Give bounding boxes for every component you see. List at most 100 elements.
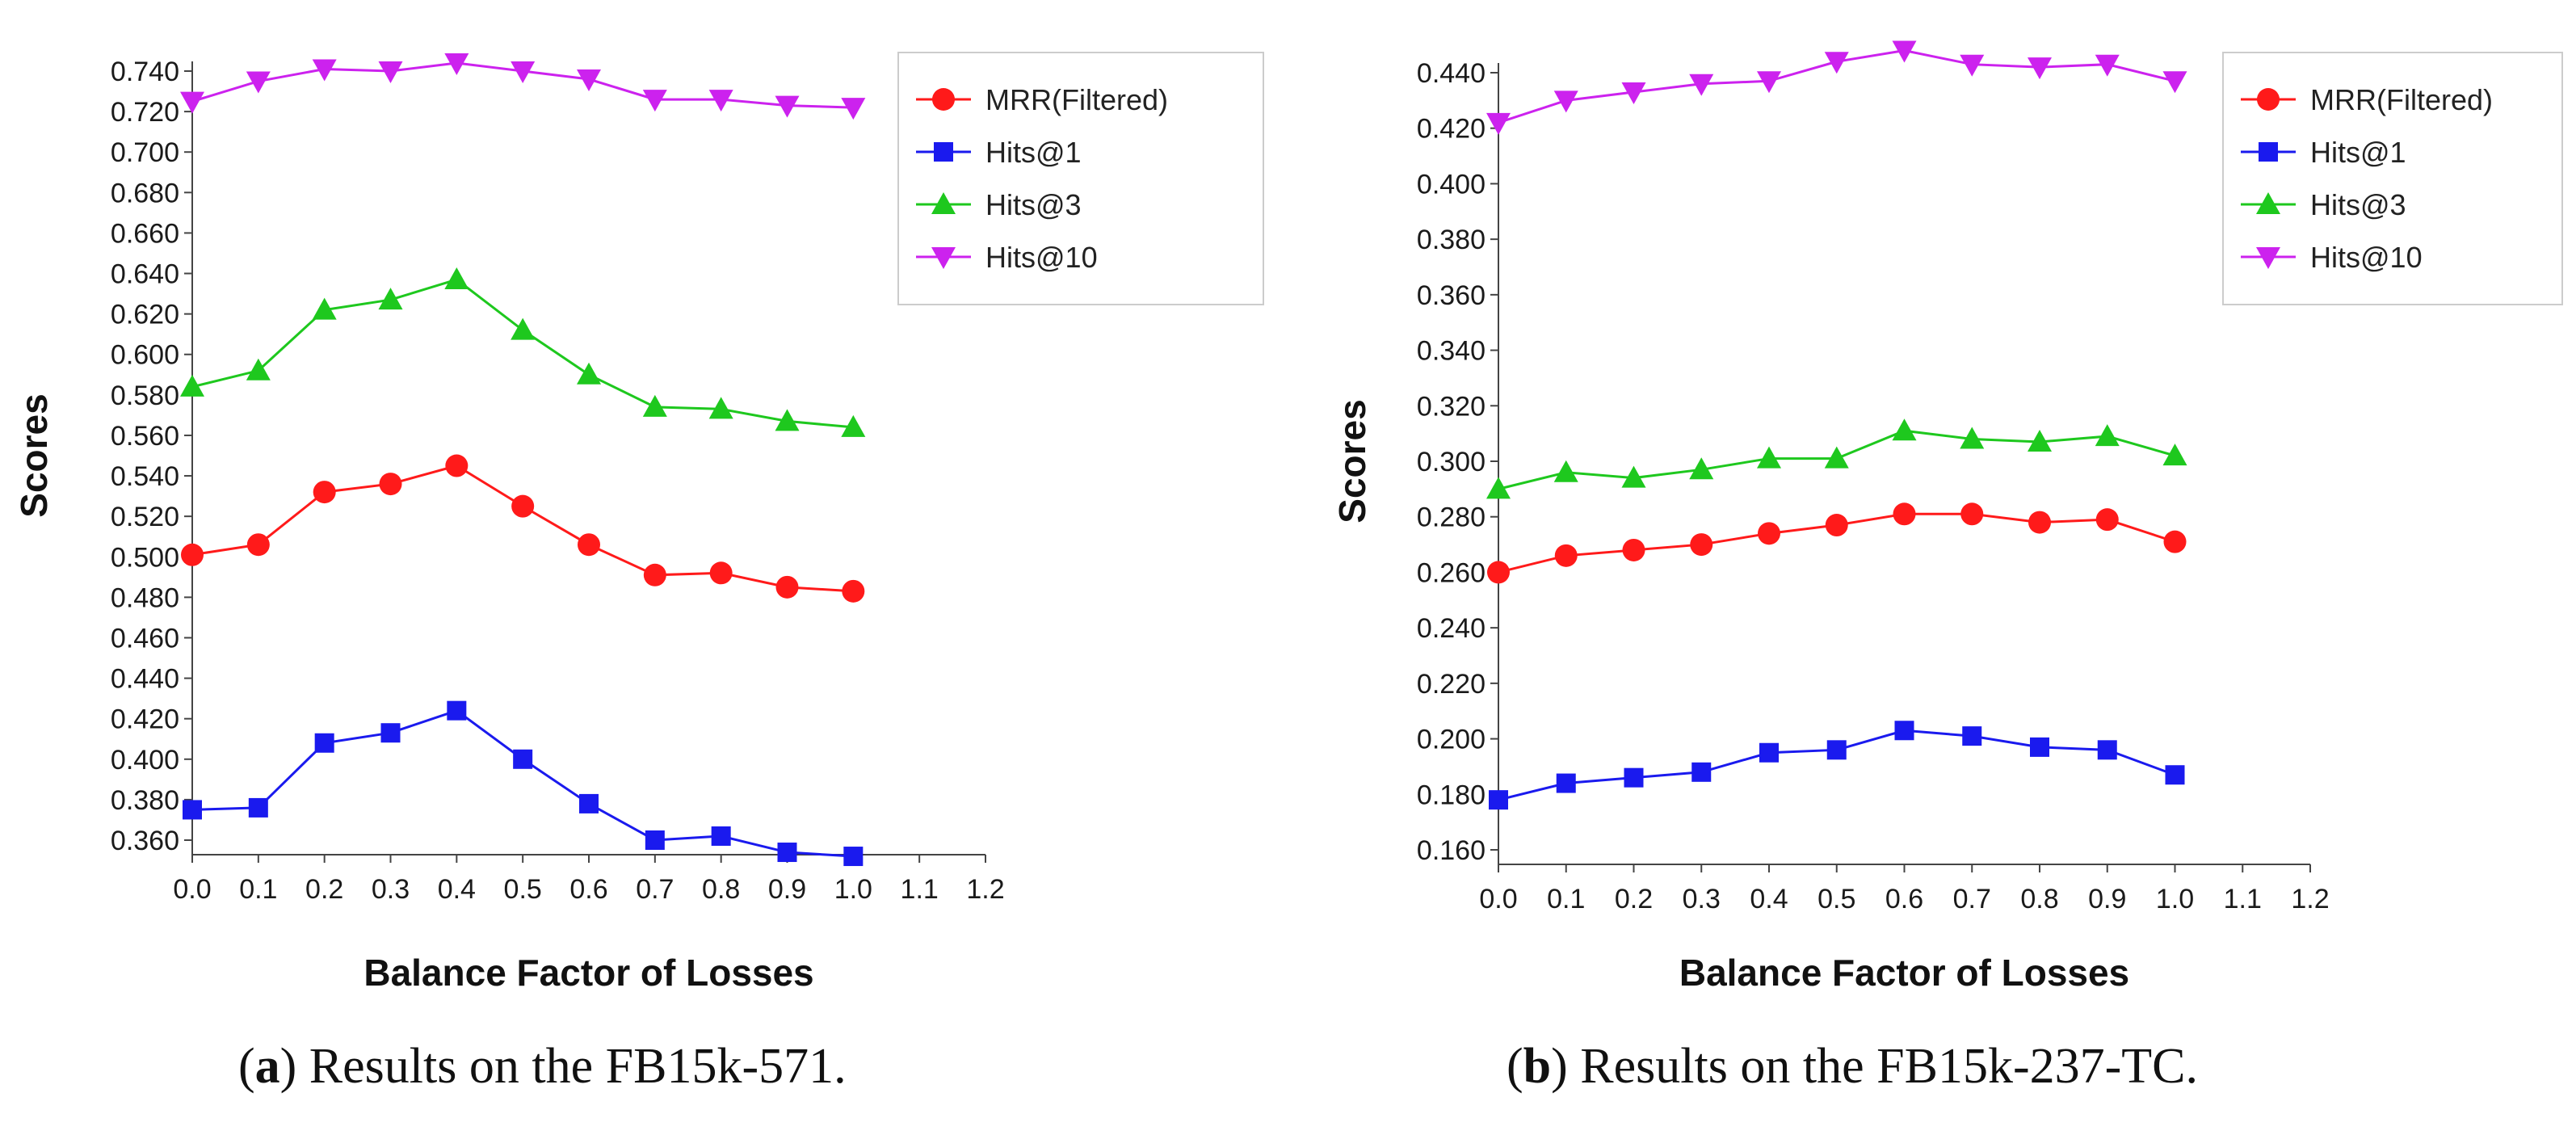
chart-a-x-tick-label: 0.4 [438, 874, 476, 905]
chart-a-data-point [511, 317, 536, 340]
chart-b-data-point [2097, 740, 2117, 760]
caption-b-text: ) Results on the FB15k-237-TC. [1551, 1039, 2198, 1094]
chart-b-data-point [1553, 460, 1578, 482]
chart-b-data-point [1486, 112, 1511, 135]
chart-b-data-point [2162, 71, 2187, 94]
chart-b-legend-swatch-marker [2259, 142, 2278, 162]
chart-a-series-3 [180, 53, 866, 120]
chart-a-data-point [511, 61, 536, 83]
chart-b-data-point [1689, 74, 1714, 96]
chart-a-data-point [841, 414, 866, 437]
chart-a-data-point [183, 800, 202, 820]
chart-b-data-point [1622, 538, 1645, 561]
chart-a-y-tick-label: 0.700 [111, 137, 179, 168]
chart-a-series-2 [180, 267, 866, 437]
chart-a-data-point [447, 700, 467, 721]
chart-a-data-point [643, 563, 666, 586]
chart-b-y-tick-label: 0.340 [1417, 336, 1486, 367]
caption-b: (b) Results on the FB15k-237-TC. [1507, 1039, 2198, 1094]
chart-b-data-point [1486, 477, 1511, 499]
chart-b-x-tick-label: 1.0 [2156, 884, 2194, 914]
chart-a-data-point [312, 297, 337, 320]
chart-b-data-point [2028, 429, 2052, 452]
chart-a-data-point [444, 267, 469, 290]
chart-a-legend-box [897, 52, 1264, 305]
chart-a-y-tick-label: 0.420 [111, 704, 179, 735]
chart-b-data-point [2162, 443, 2187, 466]
chart-b-data-point [1489, 790, 1508, 810]
chart-a-data-point [843, 847, 864, 867]
chart-a-data-point [709, 561, 733, 585]
chart-a-x-axis-title: Balance Factor of Losses [363, 952, 813, 994]
chart-b-y-tick-label: 0.220 [1417, 669, 1486, 700]
chart-b-data-point [1892, 418, 1917, 441]
chart-b-data-point [1826, 740, 1847, 760]
chart-a-data-point [313, 481, 336, 504]
chart-b-x-tick-label: 0.4 [1750, 884, 1788, 914]
chart-a-x-tick-label: 0.6 [569, 874, 607, 905]
chart-b-y-tick-label: 0.320 [1417, 391, 1486, 422]
chart-a-x-tick-label: 0.3 [372, 874, 410, 905]
chart-a-data-point [842, 579, 865, 603]
chart-b-data-point [1621, 465, 1646, 488]
caption-b-label: b [1523, 1039, 1552, 1094]
chart-a-y-axis-title: Scores [13, 393, 55, 517]
chart-a-x-tick-label: 0.0 [173, 874, 211, 905]
chart-a-data-point [642, 394, 667, 417]
chart-a-data-point [577, 362, 601, 385]
chart-a-x-tick-label: 1.0 [834, 874, 872, 905]
chart-b-data-point [1824, 52, 1849, 74]
chart-b-data-point [2028, 57, 2052, 80]
chart-b-legend-label: Hits@3 [2310, 188, 2406, 221]
chart-a-series-0 [181, 454, 865, 603]
chart-b-data-point [1691, 762, 1712, 782]
chart-b-y-tick-label: 0.180 [1417, 780, 1486, 810]
chart-a-data-point [181, 543, 204, 566]
chart-b-series-0 [1487, 502, 2187, 584]
chart-a-data-point [577, 69, 601, 92]
chart-a-y-tick-label: 0.560 [111, 421, 179, 452]
chart-a-data-point [708, 90, 733, 112]
chart-b-data-point [1758, 522, 1780, 545]
chart-b-data-point [2165, 765, 2185, 785]
chart-a-data-point [380, 723, 401, 743]
caption-a-label: a [254, 1039, 280, 1094]
chart-b-data-point [1553, 90, 1578, 113]
chart-b-y-axis-title: Scores [1331, 399, 1373, 523]
chart-a-data-point [246, 71, 271, 94]
caption-a-text: ) Results on the FB15k-571. [279, 1039, 847, 1094]
chart-b-data-point [2095, 424, 2120, 447]
chart-a-y-tick-label: 0.480 [111, 582, 179, 613]
chart-b-y-tick-label: 0.160 [1417, 835, 1486, 866]
chart-a-data-point [645, 830, 665, 850]
chart-a-data-point [642, 90, 667, 112]
chart-a-x-tick-label: 0.7 [636, 874, 674, 905]
chart-b-x-tick-label: 1.2 [2291, 884, 2329, 914]
chart-a-data-point [180, 91, 204, 114]
chart-a-x-tick-label: 0.8 [702, 874, 740, 905]
chart-a-data-point [180, 374, 204, 397]
chart-b-y-tick-label: 0.420 [1417, 114, 1486, 145]
chart-a-data-point [579, 793, 599, 813]
chart-a-data-point [775, 409, 800, 431]
chart-a-data-point [312, 59, 337, 82]
chart-b-legend-box [2222, 52, 2563, 305]
chart-b: 0.160 0.180 0.200 0.220 0.240 0.260 0.280 0.300… [1331, 40, 2563, 994]
chart-a-y-tick-label: 0.580 [111, 380, 179, 411]
chart-b-y-tick-label: 0.200 [1417, 725, 1486, 755]
chart-a-y-tick-label: 0.620 [111, 300, 179, 330]
chart-a-x-tick-label: 0.5 [504, 874, 542, 905]
chart-a-legend-label: Hits@1 [985, 136, 1082, 169]
chart-b-data-point [1962, 726, 1982, 746]
chart-a-y-tick-label: 0.740 [111, 57, 179, 87]
chart-a-legend: MRR(Filtered) Hits@1 Hits@3 Hits@10 [897, 52, 1264, 305]
chart-b-data-point [1690, 533, 1713, 557]
chart-b-x-tick-label: 0.7 [1953, 884, 1991, 914]
chart-a-data-point [379, 473, 402, 496]
chart-a-x-tick-label: 0.9 [768, 874, 806, 905]
chart-b-x-tick-label: 0.9 [2088, 884, 2126, 914]
chart-a-y-tick-label: 0.460 [111, 623, 179, 654]
chart-a-data-point [775, 575, 799, 599]
chart-b-data-point [2095, 54, 2120, 77]
